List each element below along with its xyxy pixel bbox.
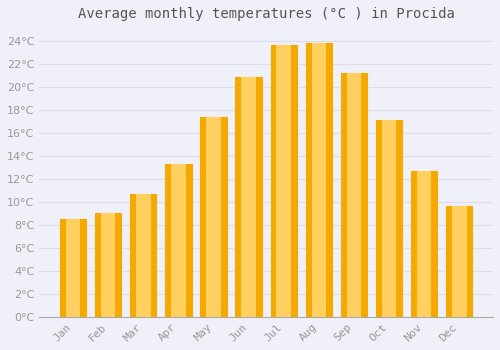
Bar xyxy=(270,45,297,317)
Bar xyxy=(446,206,472,317)
Bar xyxy=(411,171,438,317)
Bar xyxy=(346,73,361,317)
Bar xyxy=(452,206,466,317)
Bar xyxy=(60,219,86,317)
Bar xyxy=(136,194,150,317)
Bar xyxy=(236,77,262,317)
Bar xyxy=(306,43,332,317)
Bar xyxy=(130,194,156,317)
Bar xyxy=(171,164,186,317)
Bar xyxy=(312,43,326,317)
Bar xyxy=(165,164,192,317)
Bar xyxy=(95,213,122,317)
Bar xyxy=(242,77,256,317)
Bar xyxy=(382,120,396,317)
Bar xyxy=(276,45,291,317)
Bar xyxy=(376,120,402,317)
Bar xyxy=(200,117,226,317)
Bar xyxy=(417,171,432,317)
Bar xyxy=(66,219,80,317)
Bar xyxy=(206,117,221,317)
Bar xyxy=(341,73,367,317)
Bar xyxy=(101,213,116,317)
Title: Average monthly temperatures (°C ) in Procida: Average monthly temperatures (°C ) in Pr… xyxy=(78,7,454,21)
